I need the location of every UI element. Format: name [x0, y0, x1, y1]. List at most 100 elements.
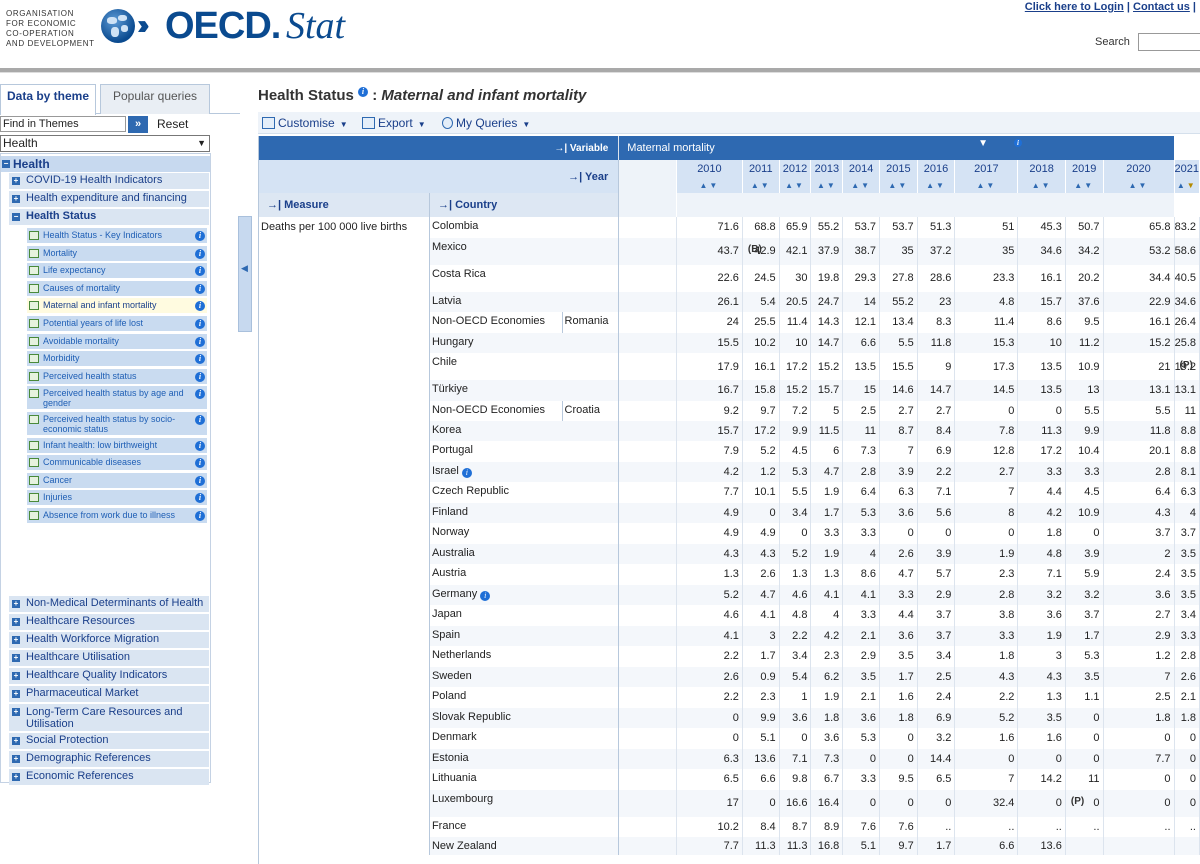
data-cell[interactable]: 1.3: [1017, 687, 1066, 708]
data-cell[interactable]: 3.5: [1017, 707, 1066, 728]
data-cell[interactable]: 3.6: [842, 707, 880, 728]
data-cell[interactable]: 2.6: [1174, 666, 1200, 687]
data-cell[interactable]: 9.8: [779, 769, 812, 790]
data-cell[interactable]: 0: [676, 707, 743, 728]
data-cell[interactable]: 6.2: [810, 666, 844, 687]
country-cell[interactable]: Chile: [429, 353, 620, 380]
data-cell[interactable]: 23: [917, 291, 956, 312]
data-cell[interactable]: 13.5: [842, 353, 880, 380]
data-cell[interactable]: 1.7: [810, 502, 844, 523]
data-cell[interactable]: 11.3: [779, 836, 812, 855]
info-icon[interactable]: i: [195, 266, 205, 277]
tree-item[interactable]: + Healthcare Utilisation: [9, 650, 209, 667]
data-cell[interactable]: 2.3: [742, 687, 780, 708]
data-cell[interactable]: 7.6: [879, 816, 918, 837]
country-cell[interactable]: Colombia: [429, 217, 620, 238]
expand-icon[interactable]: +: [12, 176, 20, 185]
data-cell[interactable]: 2.5: [1103, 687, 1175, 708]
data-cell[interactable]: 4.9: [742, 523, 780, 544]
data-table-container[interactable]: →| Variable Maternal mortality ▼ i →| Ye…: [258, 136, 1200, 864]
data-cell[interactable]: 10: [1017, 332, 1066, 353]
data-cell[interactable]: 10.9: [1065, 502, 1104, 523]
data-cell[interactable]: 7.7: [676, 482, 743, 503]
data-cell[interactable]: 2.6: [676, 666, 743, 687]
data-cell[interactable]: 2.9: [917, 584, 956, 605]
data-cell[interactable]: 3.8: [954, 605, 1019, 626]
data-cell[interactable]: 14.7: [917, 380, 956, 401]
tree-item[interactable]: + Demographic References: [9, 751, 209, 768]
data-cell[interactable]: 4.8: [779, 605, 812, 626]
data-cell[interactable]: 8.6: [842, 564, 880, 585]
data-cell[interactable]: 7.9: [676, 441, 743, 462]
tree-subitem[interactable]: Communicable diseases i: [27, 455, 207, 472]
year-col-2018[interactable]: 2018: [1017, 160, 1066, 178]
expand-icon[interactable]: +: [12, 194, 20, 203]
data-cell[interactable]: 2.2: [676, 646, 743, 667]
my-queries-menu[interactable]: My Queries ▼: [442, 116, 530, 130]
data-cell[interactable]: 1.8: [879, 707, 918, 728]
tree-subitem[interactable]: Health Status - Key Indicators i: [27, 228, 207, 244]
data-cell[interactable]: 10.4: [1065, 441, 1104, 462]
country-cell[interactable]: France: [429, 816, 620, 837]
data-cell[interactable]: 22.6: [676, 264, 743, 292]
data-cell[interactable]: 4.4: [879, 605, 918, 626]
data-cell[interactable]: 13.5: [1017, 380, 1066, 401]
data-cell[interactable]: 15.5: [879, 353, 918, 380]
data-cell[interactable]: 1.8: [810, 707, 844, 728]
data-cell[interactable]: 3.4: [779, 646, 812, 667]
data-cell[interactable]: 5.2: [779, 543, 812, 564]
data-cell[interactable]: 8.1: [1174, 461, 1200, 482]
data-cell[interactable]: 3.2: [1065, 584, 1104, 605]
data-cell[interactable]: 7.6: [842, 816, 880, 837]
country-cell[interactable]: Portugal: [429, 441, 620, 462]
tree-item[interactable]: − Health Status: [9, 209, 209, 226]
data-cell[interactable]: 2.4: [1103, 564, 1175, 585]
data-cell[interactable]: 2.8: [1103, 461, 1175, 482]
reset-button[interactable]: Reset: [157, 117, 189, 131]
data-cell[interactable]: 5.5: [879, 332, 918, 353]
data-cell[interactable]: 20.2: [1065, 264, 1104, 292]
data-cell[interactable]: 5: [810, 400, 844, 421]
tree-subitem[interactable]: Life expectancy i: [27, 263, 207, 280]
data-cell[interactable]: 17: [676, 789, 743, 817]
data-cell[interactable]: (P) 0: [1065, 789, 1104, 817]
year-col-2020[interactable]: 2020: [1103, 160, 1175, 178]
year-col-2011[interactable]: 2011: [742, 160, 780, 178]
data-cell[interactable]: 3.3: [842, 769, 880, 790]
data-cell[interactable]: 5.2: [742, 441, 780, 462]
search-input[interactable]: [1138, 33, 1200, 51]
data-cell[interactable]: 7: [1103, 666, 1175, 687]
data-cell[interactable]: 6.4: [1103, 482, 1175, 503]
tree-item[interactable]: + Non-Medical Determinants of Health: [9, 596, 209, 613]
sort-arrows-icon[interactable]: ▲▼: [676, 178, 743, 193]
data-cell[interactable]: 2.8: [842, 461, 880, 482]
data-cell[interactable]: 1.6: [879, 687, 918, 708]
data-cell[interactable]: 55.2: [810, 217, 844, 238]
tree-subitem[interactable]: Injuries i: [27, 490, 207, 507]
expand-icon[interactable]: +: [12, 754, 20, 763]
data-cell[interactable]: 16.6: [779, 789, 812, 817]
data-cell[interactable]: ..: [1103, 816, 1175, 837]
data-cell[interactable]: 11.4: [779, 312, 812, 333]
data-cell[interactable]: 8.6: [1017, 312, 1066, 333]
data-cell[interactable]: 9.5: [1065, 312, 1104, 333]
data-cell[interactable]: 11: [1174, 400, 1200, 421]
country-cell[interactable]: Czech Republic: [429, 482, 620, 503]
sort-arrows-icon[interactable]: ▲▼: [879, 178, 918, 193]
country-cell[interactable]: Israel i: [429, 461, 620, 482]
country-cell[interactable]: Estonia: [429, 748, 620, 769]
data-cell[interactable]: 2.7: [954, 461, 1019, 482]
data-cell[interactable]: 2.2: [917, 461, 956, 482]
info-icon[interactable]: i: [195, 231, 205, 241]
data-cell[interactable]: 35: [954, 237, 1019, 265]
data-cell[interactable]: 6.5: [676, 769, 743, 790]
data-cell[interactable]: 37.6: [1065, 291, 1104, 312]
country-cell[interactable]: Latvia: [429, 291, 620, 312]
data-cell[interactable]: 2.7: [1103, 605, 1175, 626]
data-cell[interactable]: 4.7: [742, 584, 780, 605]
info-icon[interactable]: i: [480, 590, 491, 601]
data-cell[interactable]: 6.5: [917, 769, 956, 790]
tab-data-by-theme[interactable]: Data by theme: [0, 84, 96, 115]
country-cell[interactable]: Japan: [429, 605, 620, 626]
data-cell[interactable]: 8.8: [1174, 441, 1200, 462]
